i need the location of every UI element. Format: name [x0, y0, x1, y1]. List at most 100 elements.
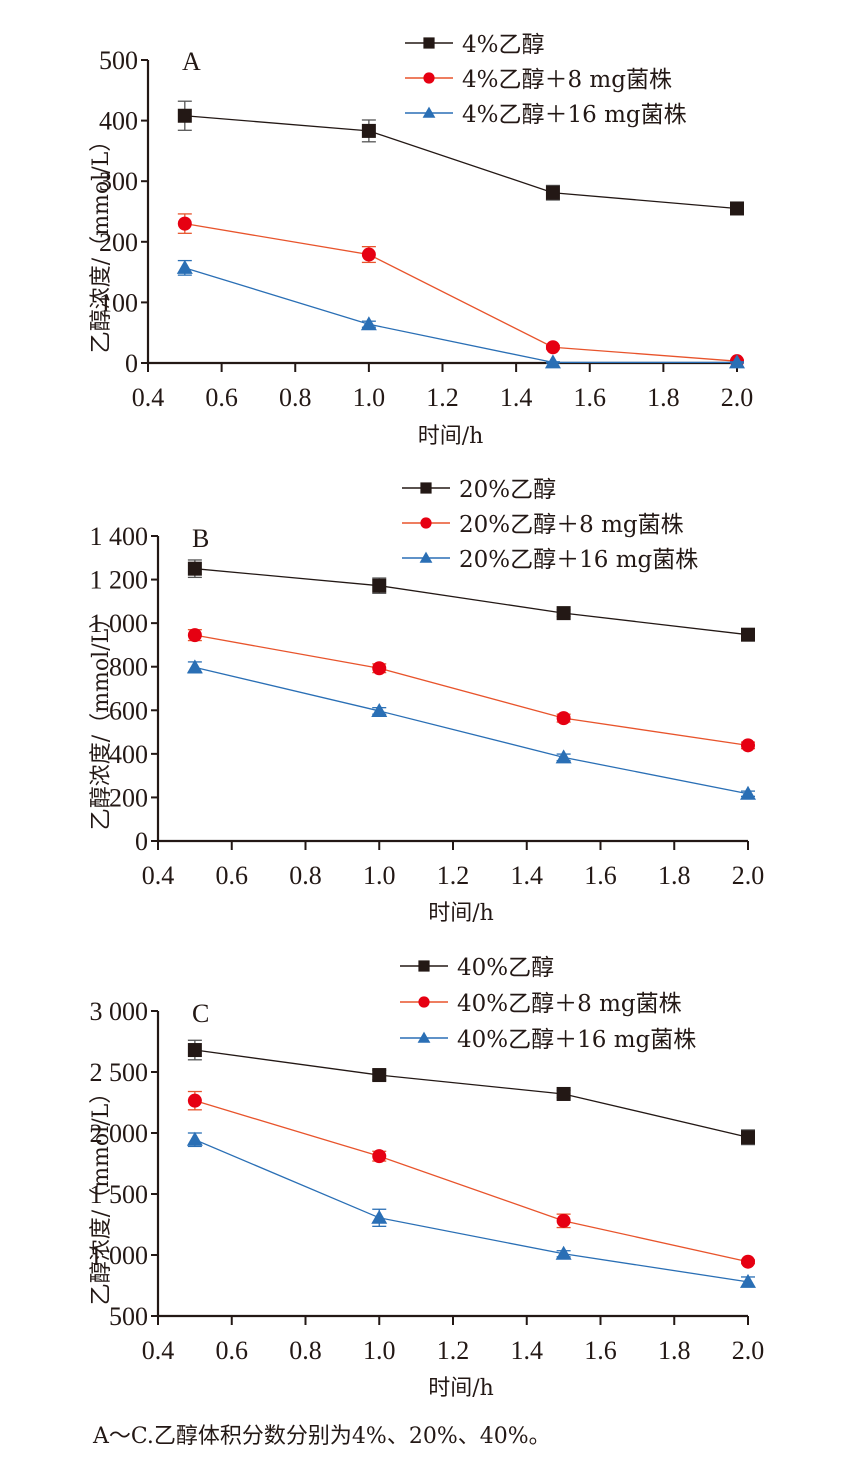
- legend-item: 40%乙醇＋16 mg菌株: [400, 1027, 696, 1053]
- panel-label: C: [192, 999, 209, 1028]
- x-tick-label: 0.8: [289, 1336, 322, 1365]
- panel-label: A: [182, 47, 201, 76]
- x-tick-label: 1.2: [437, 861, 470, 890]
- legend-item: 4%乙醇: [405, 32, 545, 58]
- legend-item: 4%乙醇＋16 mg菌株: [405, 102, 687, 128]
- x-tick-label: 1.6: [584, 1336, 617, 1365]
- series-line: [194, 1100, 749, 1263]
- legend-item: 20%乙醇: [402, 477, 556, 503]
- y-tick-label: 1 500: [90, 1180, 149, 1209]
- y-tick-label: 500: [109, 1302, 148, 1331]
- series-2: [187, 1090, 755, 1269]
- figure-caption: A～C.乙醇体积分数分别为4%、20%、40%。: [93, 1424, 551, 1449]
- series-1: [177, 100, 744, 216]
- data-point-square: [361, 123, 376, 138]
- data-point-triangle: [371, 1209, 388, 1224]
- y-tick-label: 1 000: [90, 609, 149, 638]
- series-line: [184, 115, 738, 210]
- y-tick-label: 1 200: [90, 566, 149, 595]
- x-tick-label: 1.4: [511, 1336, 544, 1365]
- x-axis-title: 时间/h: [428, 901, 494, 926]
- x-tick-label: 1.8: [658, 861, 691, 890]
- x-tick-label: 0.8: [289, 861, 322, 890]
- data-point-square: [545, 185, 560, 200]
- y-tick-label: 3 000: [90, 997, 149, 1026]
- legend-item: 40%乙醇: [400, 955, 554, 981]
- x-tick-label: 1.8: [647, 383, 680, 412]
- chart-panel-c: 500 1 000 1 500 2 000 2 500 3 000 0.4 0.6 0.8 1.0…: [89, 955, 764, 1401]
- data-point-triangle: [555, 1245, 572, 1260]
- x-tick-label: 0.6: [216, 1336, 249, 1365]
- y-tick-label: 400: [99, 107, 138, 136]
- data-point-square: [372, 578, 387, 593]
- legend-label: 20%乙醇: [459, 477, 556, 503]
- x-tick-label: 2.0: [732, 1336, 765, 1365]
- x-tick-label: 1.6: [584, 861, 617, 890]
- data-point-square: [730, 201, 744, 216]
- data-point-circle: [372, 661, 387, 676]
- y-tick-label: 100: [99, 288, 138, 317]
- panel-label: B: [192, 524, 209, 553]
- y-tick-label: 0: [135, 827, 148, 856]
- legend-label: 40%乙醇: [457, 955, 554, 981]
- x-tick-label: 0.4: [142, 1336, 175, 1365]
- x-tick-label: 1.0: [363, 861, 396, 890]
- data-point-triangle: [740, 1273, 756, 1288]
- y-tick-label: 1 000: [90, 1241, 149, 1270]
- series-1: [187, 559, 755, 642]
- legend-marker-square: [420, 482, 432, 494]
- series-line: [194, 1139, 749, 1283]
- x-tick-label: 1.8: [658, 1336, 691, 1365]
- y-tick-label: 0: [125, 349, 138, 378]
- legend-label: 20%乙醇＋8 mg菌株: [459, 512, 684, 538]
- legend-item: 20%乙醇＋8 mg菌株: [402, 512, 684, 538]
- legend-marker-circle: [420, 517, 432, 529]
- legend: 40%乙醇 40%乙醇＋8 mg菌株 40%乙醇＋16 mg菌株: [400, 955, 696, 1053]
- series-2: [187, 628, 755, 753]
- data-point-square: [556, 606, 571, 621]
- x-tick-label: 0.6: [216, 861, 249, 890]
- data-point-triangle: [186, 1131, 203, 1146]
- y-tick-label: 200: [99, 228, 138, 257]
- legend-item: 4%乙醇＋8 mg菌株: [405, 67, 672, 93]
- legend-item: 20%乙醇＋16 mg菌株: [402, 547, 698, 573]
- x-tick-label: 1.2: [426, 383, 459, 412]
- data-point-triangle: [729, 354, 745, 369]
- y-tick-label: 400: [109, 740, 148, 769]
- x-axis-title: 时间/h: [418, 424, 484, 449]
- legend-marker-square: [418, 960, 430, 972]
- legend-item: 40%乙醇＋8 mg菌株: [400, 991, 682, 1017]
- x-tick-label: 2.0: [732, 861, 765, 890]
- data-point-square: [556, 1086, 571, 1101]
- data-point-square: [177, 108, 192, 123]
- data-point-circle: [556, 711, 571, 726]
- data-point-square: [187, 561, 202, 576]
- series-line: [194, 634, 749, 747]
- legend: 20%乙醇 20%乙醇＋8 mg菌株 20%乙醇＋16 mg菌株: [402, 477, 698, 573]
- data-point-circle: [177, 216, 192, 231]
- series-line: [184, 222, 738, 362]
- legend-marker-triangle: [422, 106, 436, 118]
- data-point-triangle: [555, 749, 572, 764]
- x-tick-label: 1.2: [437, 1336, 470, 1365]
- series-line: [194, 666, 749, 795]
- legend-label: 20%乙醇＋16 mg菌株: [459, 547, 698, 573]
- legend-marker-circle: [418, 996, 430, 1008]
- data-point-circle: [556, 1213, 571, 1228]
- x-tick-label: 0.6: [205, 383, 238, 412]
- series-3: [176, 259, 745, 369]
- y-tick-label: 300: [99, 167, 138, 196]
- legend-marker-triangle: [417, 1031, 431, 1043]
- legend-label: 40%乙醇＋8 mg菌株: [457, 991, 682, 1017]
- series-line: [184, 267, 737, 364]
- x-tick-label: 0.4: [142, 861, 175, 890]
- data-point-triangle: [186, 659, 203, 674]
- legend-marker-triangle: [419, 551, 433, 563]
- series-line: [194, 1049, 749, 1138]
- series-3: [186, 1131, 756, 1288]
- y-tick-label: 2 000: [90, 1119, 149, 1148]
- y-tick-label: 1 400: [90, 522, 149, 551]
- x-tick-label: 1.4: [511, 861, 544, 890]
- y-tick-label: 600: [109, 696, 148, 725]
